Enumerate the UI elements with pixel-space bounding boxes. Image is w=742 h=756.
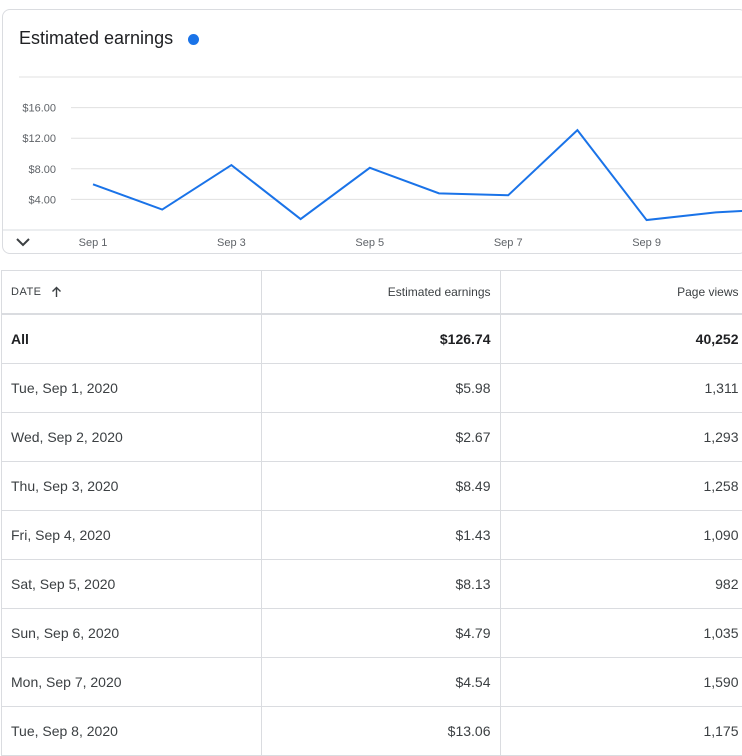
date-cell: Fri, Sep 4, 2020: [2, 510, 262, 560]
views-column-header[interactable]: Page views: [500, 271, 742, 315]
views-cell: 1,258: [500, 461, 742, 511]
collapse-chart-button[interactable]: [11, 232, 35, 252]
table-row: Sat, Sep 5, 2020 $8.13 982: [2, 559, 742, 609]
table-row: Wed, Sep 2, 2020 $2.67 1,293: [2, 412, 742, 462]
date-cell: Wed, Sep 2, 2020: [2, 412, 262, 462]
table-header-row: DATE Estimated earnings Page views: [2, 271, 742, 315]
x-tick-label: Sep 7: [494, 237, 523, 249]
views-cell: 1,590: [500, 657, 742, 707]
table-row: Tue, Sep 8, 2020 $13.06 1,175: [2, 706, 742, 756]
earnings-series-line[interactable]: [92, 128, 742, 222]
earnings-cell: $13.06: [261, 706, 501, 756]
y-tick-label: $8.00: [28, 164, 56, 176]
earnings-cell: $1.43: [261, 510, 501, 560]
table-row: Sun, Sep 6, 2020 $4.79 1,035: [2, 608, 742, 658]
earnings-cell: $8.49: [261, 461, 501, 511]
earnings-cell: $5.98: [261, 363, 501, 413]
date-cell: Tue, Sep 1, 2020: [2, 363, 262, 413]
x-tick-label: Sep 9: [632, 237, 661, 249]
chevron-down-icon: [16, 238, 30, 247]
table-row: Mon, Sep 7, 2020 $4.54 1,590: [2, 657, 742, 707]
total-views-cell: 40,252: [500, 314, 742, 364]
earnings-table-container: DATE Estimated earnings Page views All $…: [1, 270, 742, 756]
y-tick-label: $16.00: [22, 103, 56, 115]
date-cell: Sat, Sep 5, 2020: [2, 559, 262, 609]
earnings-cell: $2.67: [261, 412, 501, 462]
date-cell: Sun, Sep 6, 2020: [2, 608, 262, 658]
date-column-header[interactable]: DATE: [2, 271, 262, 315]
total-earnings-cell: $126.74: [261, 314, 501, 364]
earnings-chart-card: Estimated earnings $16.00 $12.00 $8.00 $4.0…: [2, 9, 742, 254]
earnings-column-header[interactable]: Estimated earnings: [261, 271, 501, 315]
views-cell: 1,035: [500, 608, 742, 658]
earnings-cell: $4.79: [261, 608, 501, 658]
total-date-cell: All: [2, 314, 262, 364]
x-tick-label: Sep 1: [79, 237, 108, 249]
legend-dot[interactable]: [188, 33, 200, 45]
date-cell: Thu, Sep 3, 2020: [2, 461, 262, 511]
date-cell: Mon, Sep 7, 2020: [2, 657, 262, 707]
y-tick-label: $4.00: [28, 194, 56, 206]
views-cell: 1,090: [500, 510, 742, 560]
table-row: Thu, Sep 3, 2020 $8.49 1,258: [2, 461, 742, 511]
arrow-up-icon: [52, 286, 62, 298]
x-tick-label: Sep 5: [355, 237, 384, 249]
table-row: Fri, Sep 4, 2020 $1.43 1,090: [2, 510, 742, 560]
earnings-cell: $8.13: [261, 559, 501, 609]
table-row: Tue, Sep 1, 2020 $5.98 1,311: [2, 363, 742, 413]
views-cell: 1,311: [500, 363, 742, 413]
earnings-line-chart: $16.00 $12.00 $8.00 $4.00 Sep 1 Sep 3 Sep 5 Sep…: [3, 76, 742, 249]
chart-header: Estimated earnings: [19, 28, 200, 49]
chart-title: Estimated earnings: [19, 28, 174, 48]
earnings-table: DATE Estimated earnings Page views All $…: [2, 271, 742, 756]
date-cell: Tue, Sep 8, 2020: [2, 706, 262, 756]
views-cell: 1,293: [500, 412, 742, 462]
date-header-label: DATE: [11, 285, 42, 298]
y-tick-label: $12.00: [22, 133, 56, 145]
x-tick-label: Sep 3: [217, 237, 246, 249]
earnings-cell: $4.54: [261, 657, 501, 707]
total-row: All $126.74 40,252: [2, 314, 742, 364]
views-cell: 1,175: [500, 706, 742, 756]
views-cell: 982: [500, 559, 742, 609]
